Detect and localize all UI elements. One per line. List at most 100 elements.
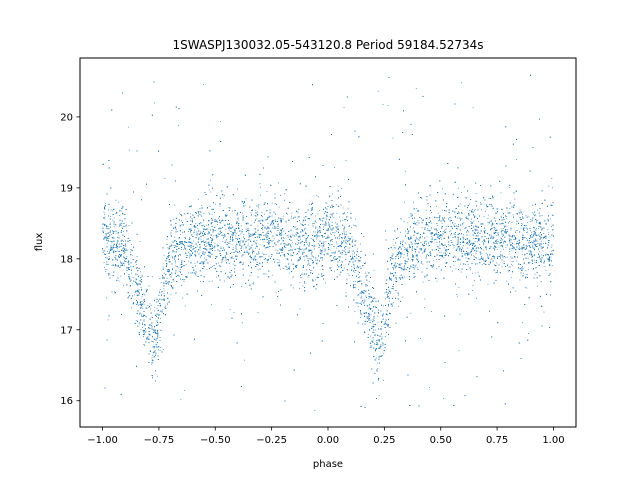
scatter-point	[424, 250, 426, 251]
scatter-point	[322, 224, 324, 225]
scatter-point	[175, 229, 177, 231]
scatter-point	[455, 261, 457, 262]
scatter-point	[195, 274, 197, 276]
scatter-point	[510, 276, 512, 278]
scatter-point	[324, 249, 326, 251]
scatter-point	[533, 233, 535, 234]
scatter-point	[242, 212, 244, 214]
scatter-point	[413, 227, 414, 229]
scatter-point	[377, 315, 379, 317]
scatter-point	[467, 247, 469, 249]
scatter-point	[336, 237, 338, 238]
scatter-point	[315, 221, 317, 223]
scatter-point	[459, 263, 461, 265]
scatter-point	[228, 229, 230, 231]
scatter-point	[381, 328, 383, 330]
scatter-point	[440, 251, 442, 253]
scatter-point	[497, 232, 499, 234]
scatter-point	[475, 253, 477, 255]
scatter-point	[203, 247, 205, 249]
scatter-point	[397, 263, 398, 264]
scatter-point	[415, 264, 417, 266]
scatter-point	[198, 211, 200, 213]
scatter-point	[261, 227, 263, 228]
scatter-point	[510, 256, 512, 258]
scatter-point	[549, 240, 550, 242]
scatter-point	[433, 259, 434, 261]
scatter-point	[171, 269, 173, 271]
scatter-point	[267, 235, 269, 237]
scatter-point	[150, 304, 152, 306]
scatter-point	[551, 244, 553, 246]
scatter-point	[206, 224, 208, 226]
scatter-point	[279, 261, 281, 263]
scatter-point	[157, 317, 159, 318]
scatter-point	[240, 244, 241, 246]
scatter-point	[515, 238, 516, 240]
scatter-point	[452, 244, 454, 245]
scatter-point	[136, 291, 138, 292]
scatter-point	[194, 262, 196, 264]
scatter-point	[200, 280, 202, 282]
scatter-point	[152, 276, 154, 278]
scatter-point	[527, 258, 529, 260]
scatter-point	[372, 297, 374, 299]
scatter-point	[352, 253, 354, 255]
scatter-point	[190, 247, 192, 249]
scatter-point	[150, 324, 151, 326]
scatter-point	[288, 243, 290, 245]
scatter-point	[474, 272, 476, 274]
scatter-point	[343, 232, 345, 234]
scatter-point	[231, 210, 233, 212]
scatter-point	[182, 224, 184, 226]
scatter-point	[225, 257, 227, 259]
scatter-point	[124, 247, 126, 249]
scatter-point	[344, 253, 346, 255]
scatter-point	[201, 207, 203, 209]
scatter-point	[456, 295, 458, 297]
scatter-point	[232, 247, 234, 249]
scatter-point	[368, 308, 370, 310]
scatter-point	[453, 247, 455, 249]
scatter-point	[352, 238, 354, 240]
scatter-point	[353, 281, 355, 283]
scatter-point	[480, 223, 482, 225]
scatter-point	[503, 248, 504, 250]
scatter-point	[208, 189, 210, 191]
scatter-point	[495, 262, 497, 264]
scatter-point	[135, 282, 137, 284]
scatter-point	[107, 319, 109, 321]
scatter-point	[308, 249, 310, 251]
scatter-point	[324, 235, 325, 237]
scatter-point	[120, 275, 122, 277]
scatter-point	[299, 249, 301, 251]
scatter-point	[177, 124, 179, 126]
scatter-point	[365, 295, 367, 297]
scatter-point	[367, 334, 369, 335]
scatter-point	[188, 252, 190, 253]
scatter-point	[264, 238, 266, 240]
scatter-point	[347, 212, 348, 213]
scatter-point	[254, 257, 256, 259]
scatter-point	[540, 240, 542, 242]
scatter-point	[312, 223, 313, 225]
scatter-point	[133, 281, 135, 282]
scatter-point	[217, 236, 219, 237]
scatter-point	[501, 266, 503, 268]
scatter-point	[445, 206, 447, 208]
scatter-point	[142, 308, 144, 309]
scatter-point	[346, 278, 348, 280]
scatter-point	[220, 222, 221, 224]
scatter-point	[443, 398, 445, 399]
scatter-point	[119, 267, 120, 268]
scatter-point	[165, 281, 167, 283]
scatter-point	[228, 233, 230, 234]
scatter-point	[196, 233, 198, 234]
scatter-point	[526, 227, 527, 229]
scatter-point	[266, 191, 268, 192]
scatter-point	[314, 236, 315, 237]
scatter-point	[415, 208, 417, 209]
scatter-point	[184, 390, 186, 391]
scatter-point	[220, 232, 221, 234]
scatter-point	[138, 313, 140, 315]
